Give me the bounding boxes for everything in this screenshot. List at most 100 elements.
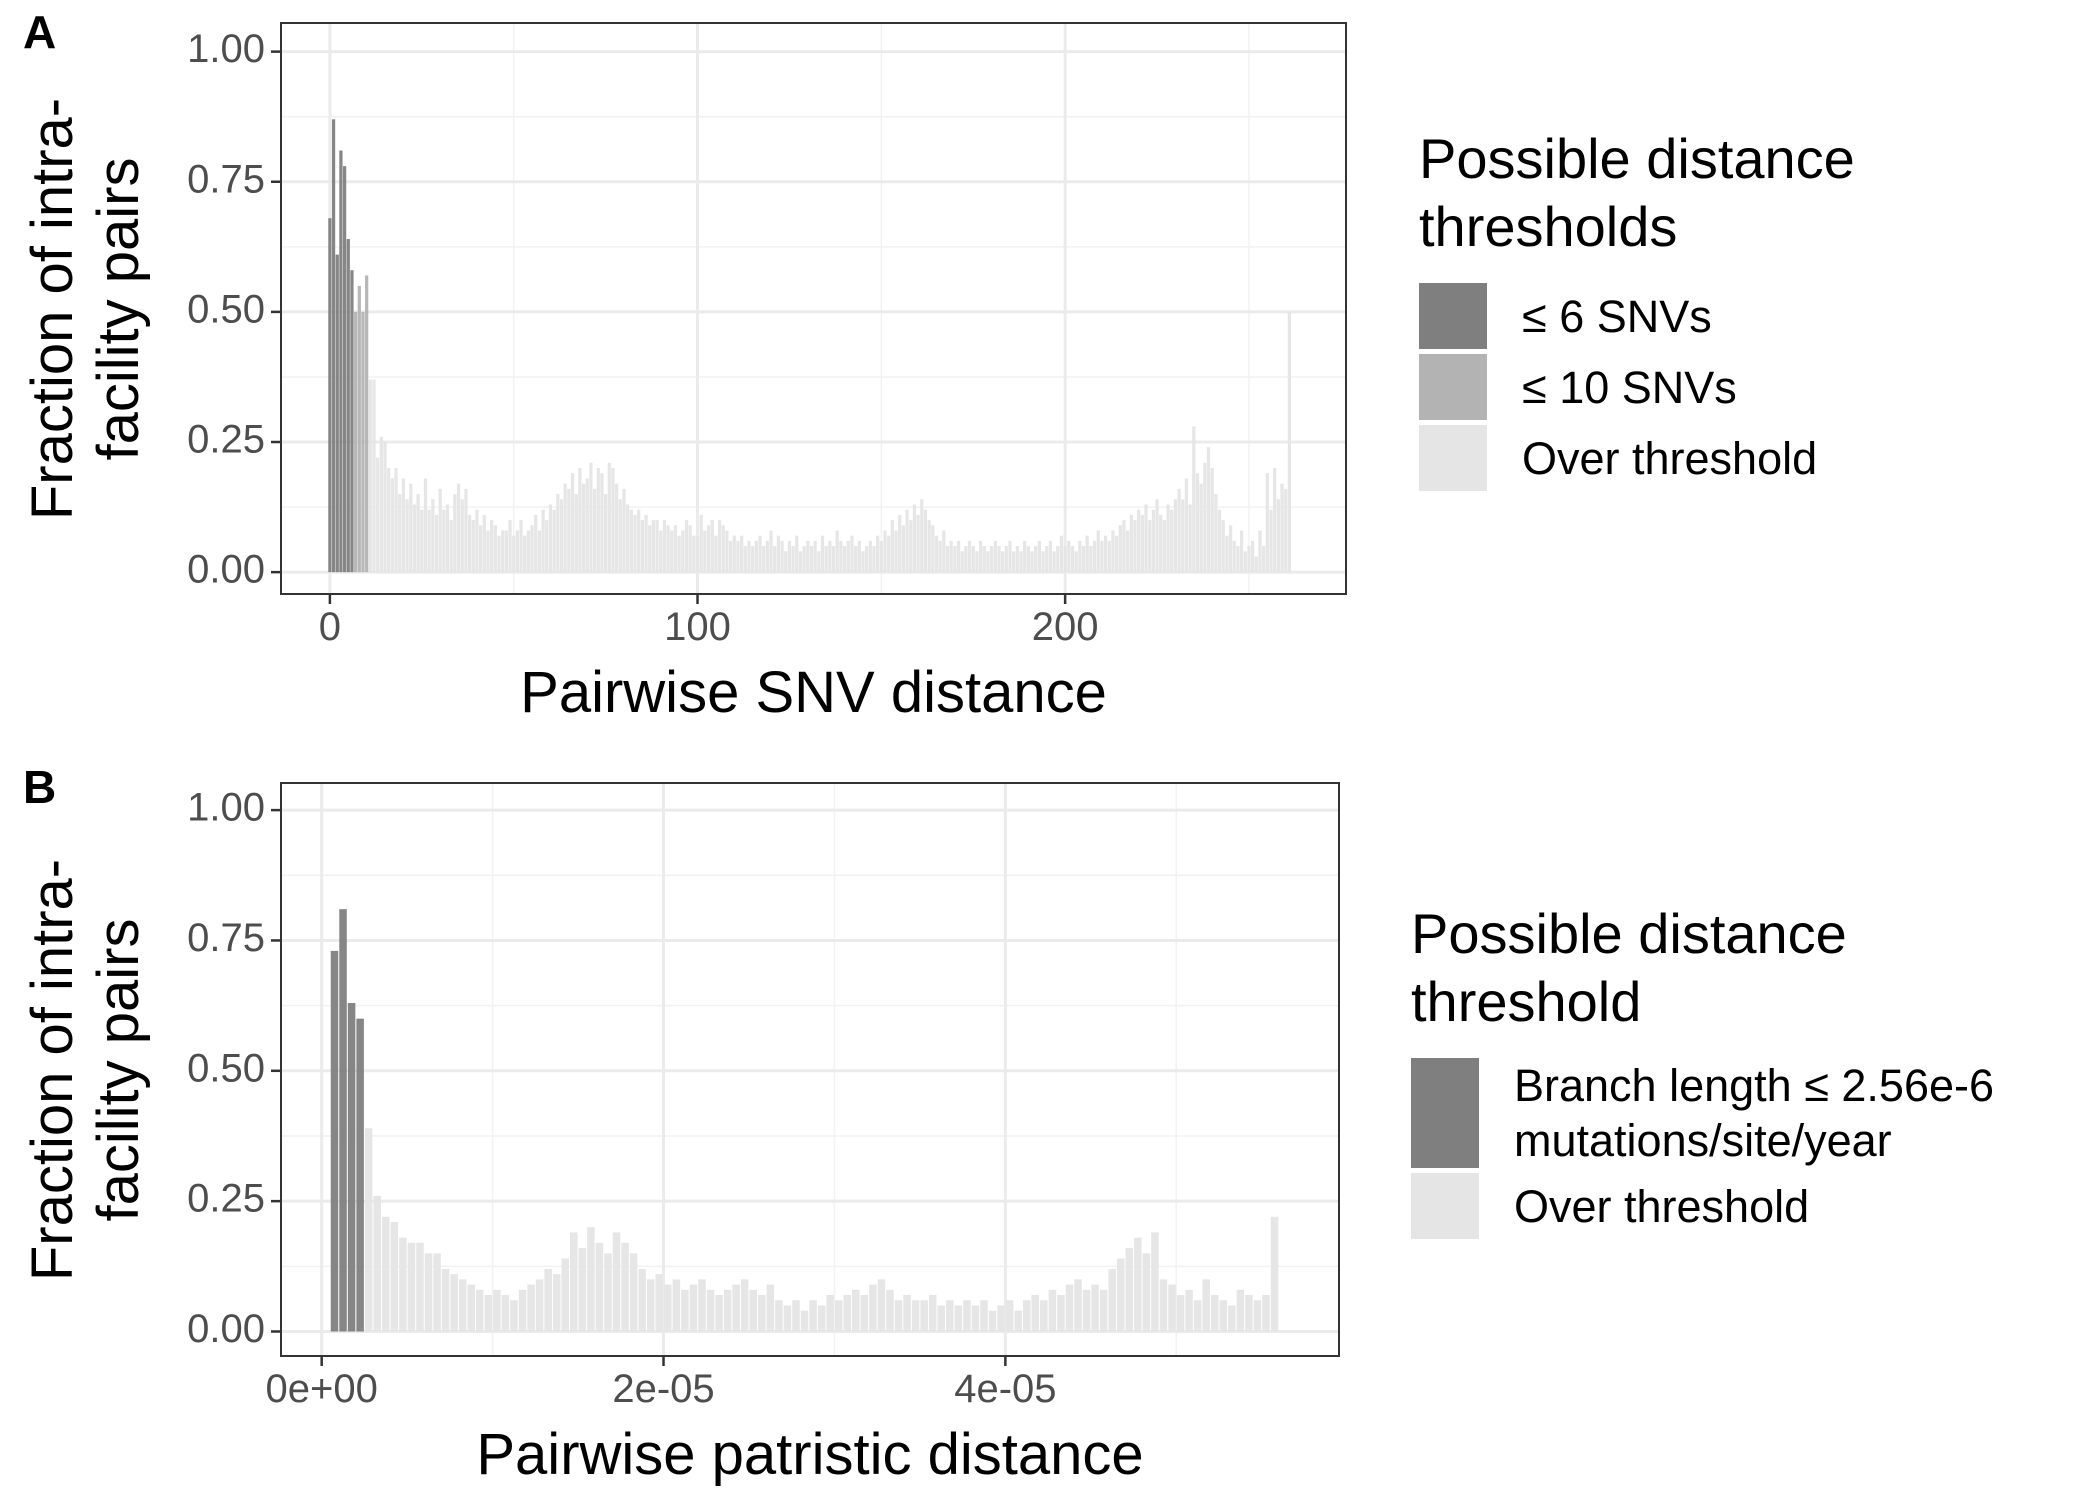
bar [721, 525, 725, 573]
bar [612, 1232, 621, 1332]
bar [916, 514, 920, 573]
legend-label: ≤ 10 SNVs [1522, 361, 1737, 413]
bar [618, 499, 622, 573]
bar [857, 540, 861, 573]
bar [817, 1305, 826, 1332]
bar [664, 1284, 672, 1332]
bar [399, 1237, 407, 1332]
bar [637, 509, 641, 573]
bar [595, 1242, 604, 1332]
bar [688, 525, 692, 573]
bar [792, 1300, 800, 1332]
bar [1040, 1300, 1048, 1332]
bar [460, 499, 464, 573]
bar [1276, 499, 1280, 573]
plot-border [280, 22, 1347, 595]
legend-swatch [1419, 354, 1487, 420]
bar [813, 540, 817, 573]
bar [563, 483, 567, 573]
bar [1236, 546, 1240, 573]
bar [1065, 1284, 1074, 1332]
bar [853, 546, 858, 573]
bar [1254, 556, 1258, 573]
x-tick-label: 0 [319, 605, 341, 649]
bar [677, 535, 681, 573]
bar [1251, 540, 1255, 573]
bar [346, 239, 350, 573]
bar [1048, 540, 1053, 573]
bar [1126, 530, 1130, 573]
bar [740, 1279, 749, 1332]
bar [898, 514, 902, 573]
bar [646, 1279, 655, 1332]
bar [883, 530, 887, 573]
bar [596, 468, 600, 573]
bar [1089, 546, 1093, 573]
bar [1082, 1289, 1091, 1332]
bar [806, 540, 810, 573]
bar [629, 509, 633, 573]
bar [662, 520, 667, 573]
bar [706, 525, 711, 573]
bar [424, 1253, 433, 1332]
bar [1239, 530, 1244, 573]
legend-item: ≤ 6 SNVs [1419, 283, 2092, 349]
bar [1173, 499, 1178, 573]
bar [401, 478, 406, 573]
legend-label: ≤ 6 SNVs [1522, 290, 1712, 342]
y-tick-label: 0.75 [187, 916, 265, 960]
bar [482, 514, 486, 573]
bar [989, 546, 994, 573]
bar [876, 535, 880, 573]
bar [423, 478, 428, 573]
bar [800, 1310, 809, 1332]
bar [1074, 551, 1078, 573]
bar [1074, 1279, 1082, 1332]
bar [1151, 1232, 1159, 1332]
bar [828, 540, 832, 573]
bar [493, 525, 497, 573]
bar [784, 551, 788, 573]
bar [1070, 546, 1075, 573]
bar [1217, 509, 1222, 573]
bar [510, 1300, 518, 1332]
y-tick-label: 1.00 [187, 27, 265, 71]
bar [541, 509, 545, 573]
bar [621, 1242, 629, 1332]
bar [527, 1284, 535, 1332]
bar [717, 520, 722, 573]
bar [603, 494, 608, 573]
bar [1057, 1294, 1065, 1332]
bar [780, 540, 784, 573]
bar [1206, 447, 1211, 573]
bar [638, 1268, 646, 1332]
bar [515, 530, 519, 573]
bar [766, 1284, 775, 1332]
bar [931, 525, 935, 573]
legend-swatch [1411, 1173, 1479, 1239]
bar [684, 520, 689, 573]
y-tick-label: 0.00 [187, 1307, 265, 1351]
legend: Possible distance threshold Branch length… [1411, 900, 2084, 1244]
bar [1258, 530, 1262, 573]
bar [578, 468, 582, 573]
bar [673, 525, 678, 573]
bar [416, 1242, 424, 1332]
bar [714, 535, 718, 573]
bar [986, 551, 990, 573]
bar [581, 483, 586, 573]
bar [445, 504, 450, 573]
bar [622, 488, 626, 573]
bar [901, 525, 906, 573]
bar [1270, 1216, 1279, 1332]
bar [747, 540, 751, 573]
bar [364, 1128, 373, 1332]
bar [552, 1274, 561, 1332]
bar [1168, 1284, 1176, 1332]
bar [949, 540, 953, 573]
bar [909, 520, 913, 573]
bar [751, 546, 755, 573]
bar [890, 520, 894, 573]
bar [629, 1253, 638, 1332]
bar [544, 1268, 552, 1332]
